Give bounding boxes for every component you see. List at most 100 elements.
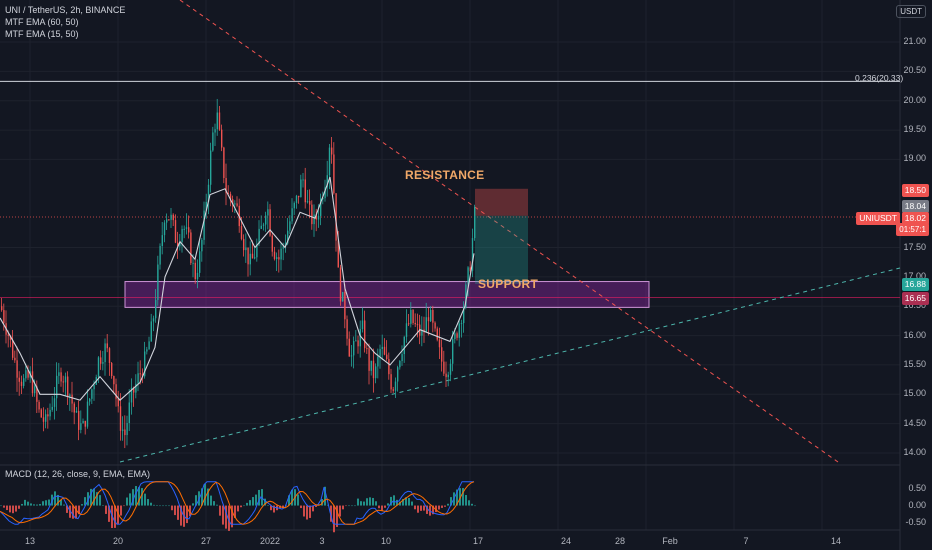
macd-tick-label: -0.50 bbox=[905, 516, 926, 527]
candle-body bbox=[47, 414, 49, 417]
candle-body bbox=[232, 199, 234, 205]
macd-histogram-bar bbox=[396, 499, 398, 506]
candle-body bbox=[262, 224, 265, 226]
candle-body bbox=[251, 253, 254, 259]
macd-legend[interactable]: MACD (12, 26, close, 9, EMA, EMA) bbox=[5, 469, 151, 479]
currency-badge[interactable]: USDT bbox=[896, 5, 926, 18]
candle-body bbox=[463, 307, 465, 324]
candle-body bbox=[218, 112, 221, 130]
macd-histogram-bar bbox=[258, 489, 260, 506]
price-tick-label: 17.50 bbox=[903, 241, 926, 252]
macd-histogram-bar bbox=[441, 505, 443, 508]
macd-histogram-bar bbox=[0, 505, 2, 507]
candle-body bbox=[128, 402, 130, 424]
macd-histogram-bar bbox=[189, 505, 191, 517]
macd-histogram-bar bbox=[150, 502, 152, 506]
macd-histogram-bar bbox=[195, 495, 197, 506]
candle-body bbox=[379, 348, 381, 357]
price-tick-label: 14.00 bbox=[903, 447, 926, 457]
candle-body bbox=[161, 235, 163, 246]
candle-body bbox=[333, 154, 335, 194]
macd-histogram-bar bbox=[465, 495, 467, 506]
macd-histogram-bar bbox=[393, 495, 395, 506]
candle-body bbox=[302, 179, 304, 181]
symbol-legend[interactable]: UNI / TetherUS, 2h, BINANCE bbox=[5, 5, 126, 15]
macd-histogram-bar bbox=[24, 499, 26, 506]
candle-body bbox=[337, 240, 339, 268]
price-tick-label: 19.00 bbox=[903, 153, 926, 164]
macd-histogram-bar bbox=[171, 505, 173, 511]
macd-histogram-bar bbox=[297, 494, 299, 506]
candle-body bbox=[452, 339, 454, 364]
macd-histogram-bar bbox=[78, 505, 80, 515]
macd-histogram-bar bbox=[90, 488, 92, 506]
macd-histogram-bar bbox=[243, 505, 245, 507]
candle-body bbox=[432, 309, 434, 323]
macd-histogram-bar bbox=[120, 505, 122, 516]
macd-histogram-bar bbox=[165, 505, 167, 507]
candle-body bbox=[260, 225, 262, 229]
macd-histogram-bar bbox=[447, 503, 449, 506]
macd-histogram-bar bbox=[39, 504, 41, 506]
candle-body bbox=[93, 384, 95, 390]
candle-body bbox=[174, 220, 177, 243]
macd-histogram-bar bbox=[354, 505, 356, 507]
candle-body bbox=[412, 309, 414, 324]
candle-body bbox=[199, 251, 201, 273]
macd-histogram-bar bbox=[135, 486, 137, 506]
macd-histogram-bar bbox=[402, 499, 404, 506]
macd-histogram-bar bbox=[207, 488, 209, 506]
candle-body bbox=[80, 423, 82, 430]
candle-body bbox=[69, 394, 71, 397]
macd-histogram-bar bbox=[339, 505, 341, 517]
macd-histogram-bar bbox=[99, 495, 101, 506]
candle-body bbox=[119, 406, 122, 431]
time-tick-label: 17 bbox=[472, 536, 484, 546]
macd-histogram-bar bbox=[27, 501, 29, 506]
macd-histogram-bar bbox=[282, 505, 284, 509]
candle-body bbox=[361, 320, 364, 330]
macd-histogram-bar bbox=[405, 497, 407, 506]
macd-histogram-bar bbox=[114, 505, 116, 528]
stop-loss-price-tag: 18.50 bbox=[901, 184, 929, 197]
macd-histogram-bar bbox=[213, 501, 215, 506]
macd-histogram-bar bbox=[303, 505, 305, 517]
time-tick-label: 28 bbox=[614, 536, 626, 546]
candle-body bbox=[71, 394, 73, 404]
macd-histogram-bar bbox=[21, 503, 23, 506]
macd-histogram-bar bbox=[48, 499, 50, 506]
candle-body bbox=[245, 247, 247, 251]
candle-body bbox=[42, 417, 45, 422]
candle-body bbox=[434, 322, 436, 329]
indicator-legend-ema15[interactable]: MTF EMA (15, 50) bbox=[5, 29, 79, 39]
candle-body bbox=[405, 323, 408, 337]
candle-body bbox=[78, 410, 80, 430]
candle-body bbox=[295, 195, 298, 203]
candle-body bbox=[229, 193, 232, 200]
candle-body bbox=[399, 361, 401, 368]
macd-histogram-bar bbox=[57, 494, 59, 506]
resistance-label: RESISTANCE bbox=[405, 168, 485, 182]
macd-histogram-bar bbox=[132, 489, 134, 506]
candle-body bbox=[265, 215, 267, 225]
candle-body bbox=[267, 209, 269, 216]
candle-body bbox=[91, 389, 93, 399]
macd-histogram-bar bbox=[60, 499, 62, 506]
macd-histogram-bar bbox=[324, 486, 326, 506]
time-tick-label: 24 bbox=[560, 536, 572, 546]
macd-histogram-bar bbox=[348, 505, 350, 507]
candle-body bbox=[130, 387, 133, 403]
candle-body bbox=[157, 264, 159, 300]
candle-body bbox=[53, 398, 56, 407]
candle-body bbox=[309, 201, 311, 205]
candle-body bbox=[427, 317, 430, 322]
candle-body bbox=[60, 372, 62, 382]
macd-histogram-bar bbox=[54, 491, 56, 506]
candle-body bbox=[20, 381, 23, 386]
candle-body bbox=[9, 335, 12, 340]
indicator-legend-ema60[interactable]: MTF EMA (60, 50) bbox=[5, 17, 79, 27]
macd-histogram-bar bbox=[351, 505, 353, 507]
macd-histogram-bar bbox=[168, 505, 170, 507]
candle-body bbox=[155, 299, 157, 319]
